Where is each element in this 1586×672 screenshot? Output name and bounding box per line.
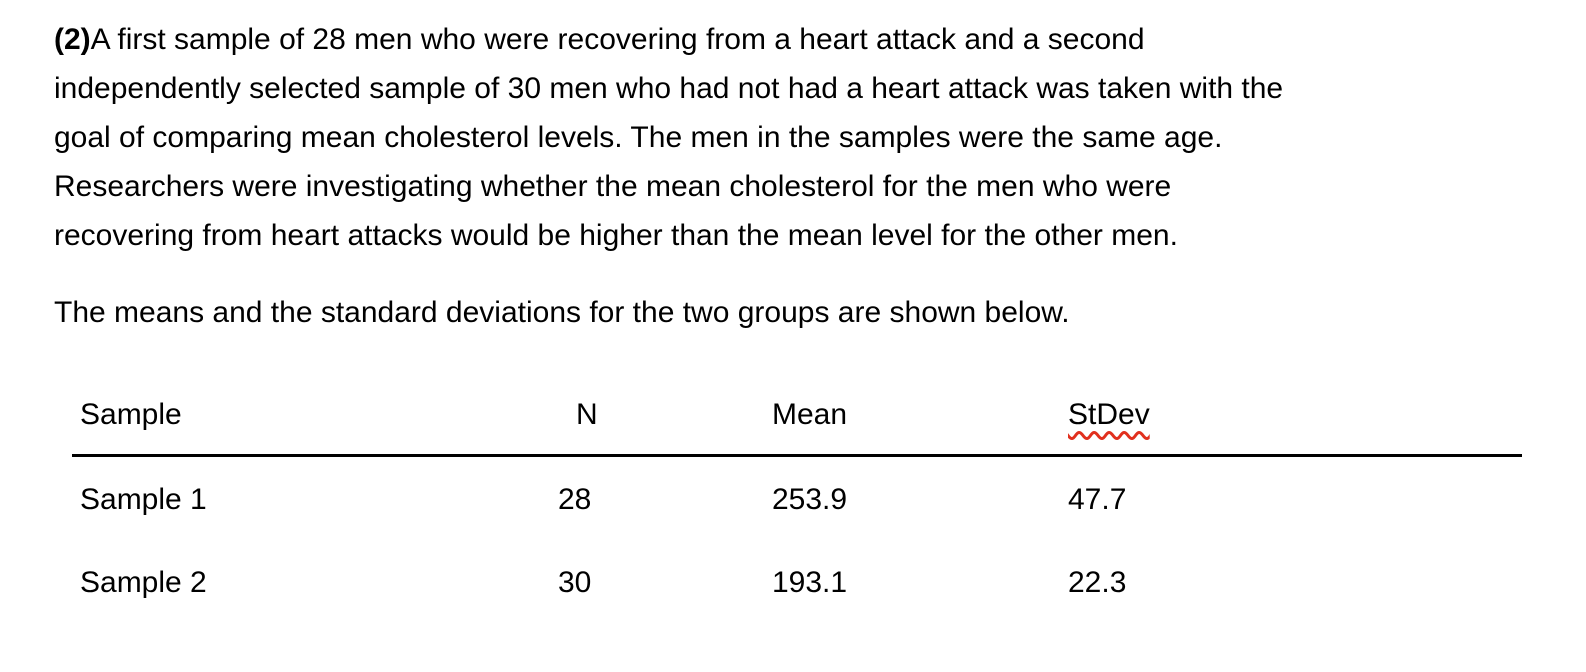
problem-number: (2): [54, 23, 91, 56]
intro-paragraph: The means and the standard deviations fo…: [54, 288, 1070, 337]
header-stdev: StDev: [1068, 395, 1522, 454]
table-row: Sample 2 30 193.1 22.3: [72, 566, 1522, 600]
header-sample: Sample: [80, 398, 182, 431]
header-mean: Mean: [772, 398, 848, 431]
cell-mean-value: 193.1: [772, 566, 848, 599]
cell-n-value: 30: [558, 566, 592, 599]
header-n: N: [576, 398, 598, 431]
problem-line: Researchers were investigating whether t…: [54, 170, 1172, 203]
table-row: Sample 1 28 253.9 47.7: [72, 483, 1522, 517]
problem-paragraph: (2)A first sample of 28 men who were rec…: [54, 15, 1283, 260]
summary-table: Sample N Mean StDev Sample 1 28 253.9 47…: [72, 395, 1522, 600]
problem-line-text: A first sample of 28 men who were recove…: [90, 23, 1145, 56]
intro-line: The means and the standard deviations fo…: [54, 296, 1070, 329]
problem-line: recovering from heart attacks would be h…: [54, 219, 1178, 252]
cell-sample-name: Sample 2: [80, 566, 207, 599]
cell-n-value: 28: [558, 483, 592, 516]
cell-stdev-value: 47.7: [1068, 483, 1127, 516]
cell-stdev-value: 22.3: [1068, 566, 1127, 599]
cell-sample-name: Sample 1: [80, 483, 207, 516]
stdev-spellcheck-underline: StDev: [1068, 398, 1150, 431]
problem-line: (2)A first sample of 28 men who were rec…: [54, 15, 1283, 64]
table-header-row: Sample N Mean StDev: [72, 395, 1522, 457]
problem-line: goal of comparing mean cholesterol level…: [54, 121, 1223, 154]
problem-line: independently selected sample of 30 men …: [54, 72, 1284, 105]
cell-mean-value: 253.9: [772, 483, 848, 516]
